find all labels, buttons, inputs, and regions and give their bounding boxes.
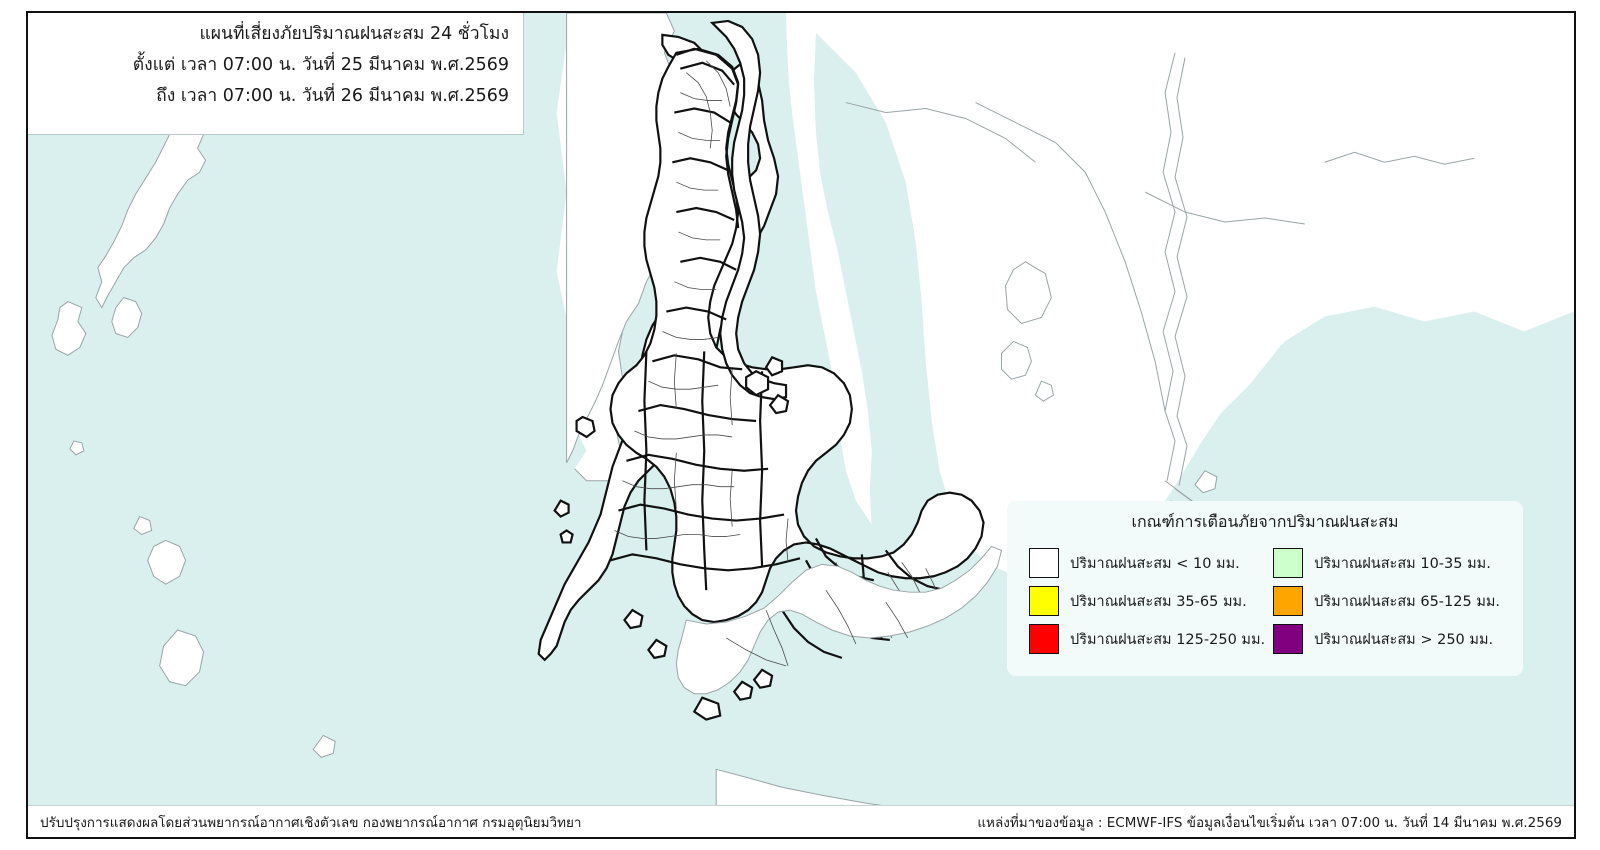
legend-item-125-250[interactable]: ปริมาณฝนสะสม 125-250 มม. [1029,620,1265,658]
island-nicobar-big [51,301,87,356]
footer-source-right: แหล่งที่มาของข้อมูล : ECMWF-IFS ข้อมูลเง… [977,814,1562,831]
border-line-3 [975,102,1166,412]
legend-label-65-125: ปริมาณฝนสะสม 65-125 มม. [1314,593,1501,610]
island-andaman-north [95,106,207,309]
legend-panel: เกณฑ์การเตือนภัยจากปริมาณฝนสะสม ปริมาณฝน… [1007,501,1523,676]
legend-swatch-65-125 [1273,586,1304,616]
legend-label-35-65: ปริมาณฝนสะสม 35-65 มม. [1070,593,1247,610]
legend-item-lt10[interactable]: ปริมาณฝนสะสม < 10 มม. [1029,544,1265,582]
island-nicobar-south [159,629,205,687]
border-line-5 [1324,151,1475,165]
island-dot-b [133,515,153,536]
island-dot-c [312,734,336,758]
indochina-landmass [786,13,1574,586]
border-line-2 [1174,57,1188,486]
title-line-1: แผนที่เสี่ยงภัยปริมาณฝนสะสม 24 ชั่วโมง [199,24,509,44]
map-frame[interactable]: แผนที่เสี่ยงภัยปริมาณฝนสะสม 24 ชั่วโมง ต… [26,11,1576,839]
island-gulf-c [1194,470,1218,494]
island-gulf-a [1000,340,1032,380]
legend-title: เกณฑ์การเตือนภัยจากปริมาณฝนสะสม [1131,512,1399,531]
legend-label-lt10: ปริมาณฝนสะสม < 10 มม. [1070,555,1240,572]
legend-swatch-lt10 [1029,548,1059,578]
tonle-sap-outline [1004,261,1052,325]
legend-item-gt250[interactable]: ปริมาณฝนสะสม > 250 มม. [1273,620,1501,658]
malaysia-borders [725,589,909,667]
thai-islands-gulf [745,355,790,415]
footer-credit-left: ปรับปรุงการแสดงผลโดยส่วนพยากรณ์อากาศเชิง… [40,814,582,831]
malaysia-landmass [675,545,1003,695]
legend-item-10-35[interactable]: ปริมาณฝนสะสม 10-35 มม. [1273,544,1501,582]
legend-swatch-125-250 [1029,624,1059,654]
island-nicobar-mid [147,539,187,585]
map-vector-layer [28,13,1574,837]
border-line-6 [1144,191,1305,225]
title-line-3: ถึง เวลา 07:00 น. วันที่ 26 มีนาคม พ.ศ.2… [156,86,509,106]
title-line-2: ตั้งแต่ เวลา 07:00 น. วันที่ 25 มีนาคม พ… [132,55,509,75]
legend-item-35-65[interactable]: ปริมาณฝนสะสม 35-65 มม. [1029,582,1265,620]
legend-item-65-125[interactable]: ปริมาณฝนสะสม 65-125 มม. [1273,582,1501,620]
footer-bar: ปรับปรุงการแสดงผลโดยส่วนพยากรณ์อากาศเชิง… [28,805,1574,837]
legend-grid: ปริมาณฝนสะสม < 10 มม. ปริมาณฝนสะสม 10-35… [1007,544,1523,658]
legend-label-10-35: ปริมาณฝนสะสม 10-35 มม. [1314,555,1491,572]
thai-islands-andaman [553,415,774,721]
map-canvas[interactable] [28,13,1574,837]
border-line-1 [1162,52,1176,481]
island-gulf-b [1034,380,1054,402]
legend-swatch-10-35 [1273,548,1304,578]
andaman-sea [28,13,587,837]
title-card: แผนที่เสี่ยงภัยปริมาณฝนสะสม 24 ชั่วโมง ต… [28,13,524,135]
island-andaman-south [111,297,143,338]
legend-swatch-35-65 [1029,586,1059,616]
legend-swatch-gt250 [1273,624,1304,654]
legend-label-gt250: ปริมาณฝนสะสม > 250 มม. [1314,631,1494,648]
border-line-4 [845,102,1036,163]
island-dot-a [69,440,85,456]
legend-label-125-250: ปริมาณฝนสะสม 125-250 มม. [1070,631,1266,648]
